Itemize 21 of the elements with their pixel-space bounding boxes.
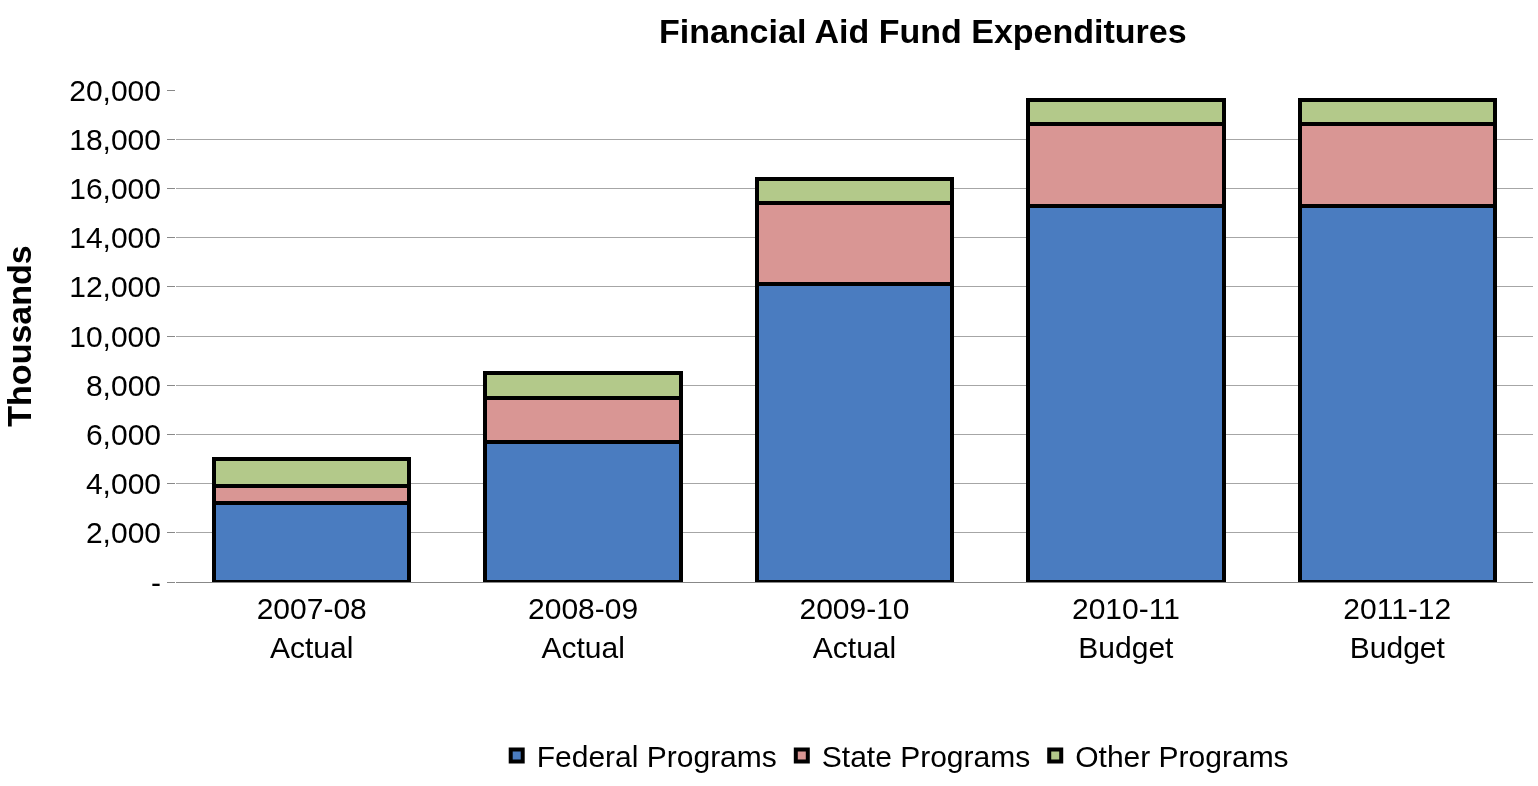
x-tick-label: 2010-11 Budget xyxy=(1071,592,1180,664)
y-tick-label: 18,000 xyxy=(69,122,161,156)
y-tick-label: 2,000 xyxy=(85,516,161,550)
y-tick-label: 12,000 xyxy=(69,270,161,304)
y-axis-title: Thousands xyxy=(0,245,38,427)
y-tick-label: 16,000 xyxy=(69,171,161,205)
legend-label: Other Programs xyxy=(1075,740,1289,774)
x-tick-label: 2008-09 Actual xyxy=(528,592,639,664)
x-tick-label: 2011-12 Budget xyxy=(1343,592,1452,664)
y-tick-label: 8,000 xyxy=(85,368,161,402)
y-tick-label: 20,000 xyxy=(69,73,161,107)
x-tick-label: 2009-10 Actual xyxy=(799,592,910,664)
legend-label: State Programs xyxy=(821,740,1031,774)
y-tick-label: 4,000 xyxy=(85,467,161,501)
y-tick-label: 10,000 xyxy=(69,319,161,353)
y-tick-label: - xyxy=(151,565,161,599)
y-tick-label: 6,000 xyxy=(85,417,161,451)
legend-label: Federal Programs xyxy=(536,740,777,774)
y-tick-label: 14,000 xyxy=(69,221,161,255)
chart-title: Financial Aid Fund Expenditures xyxy=(658,12,1187,51)
x-tick-label: 2007-08 Actual xyxy=(256,592,367,664)
